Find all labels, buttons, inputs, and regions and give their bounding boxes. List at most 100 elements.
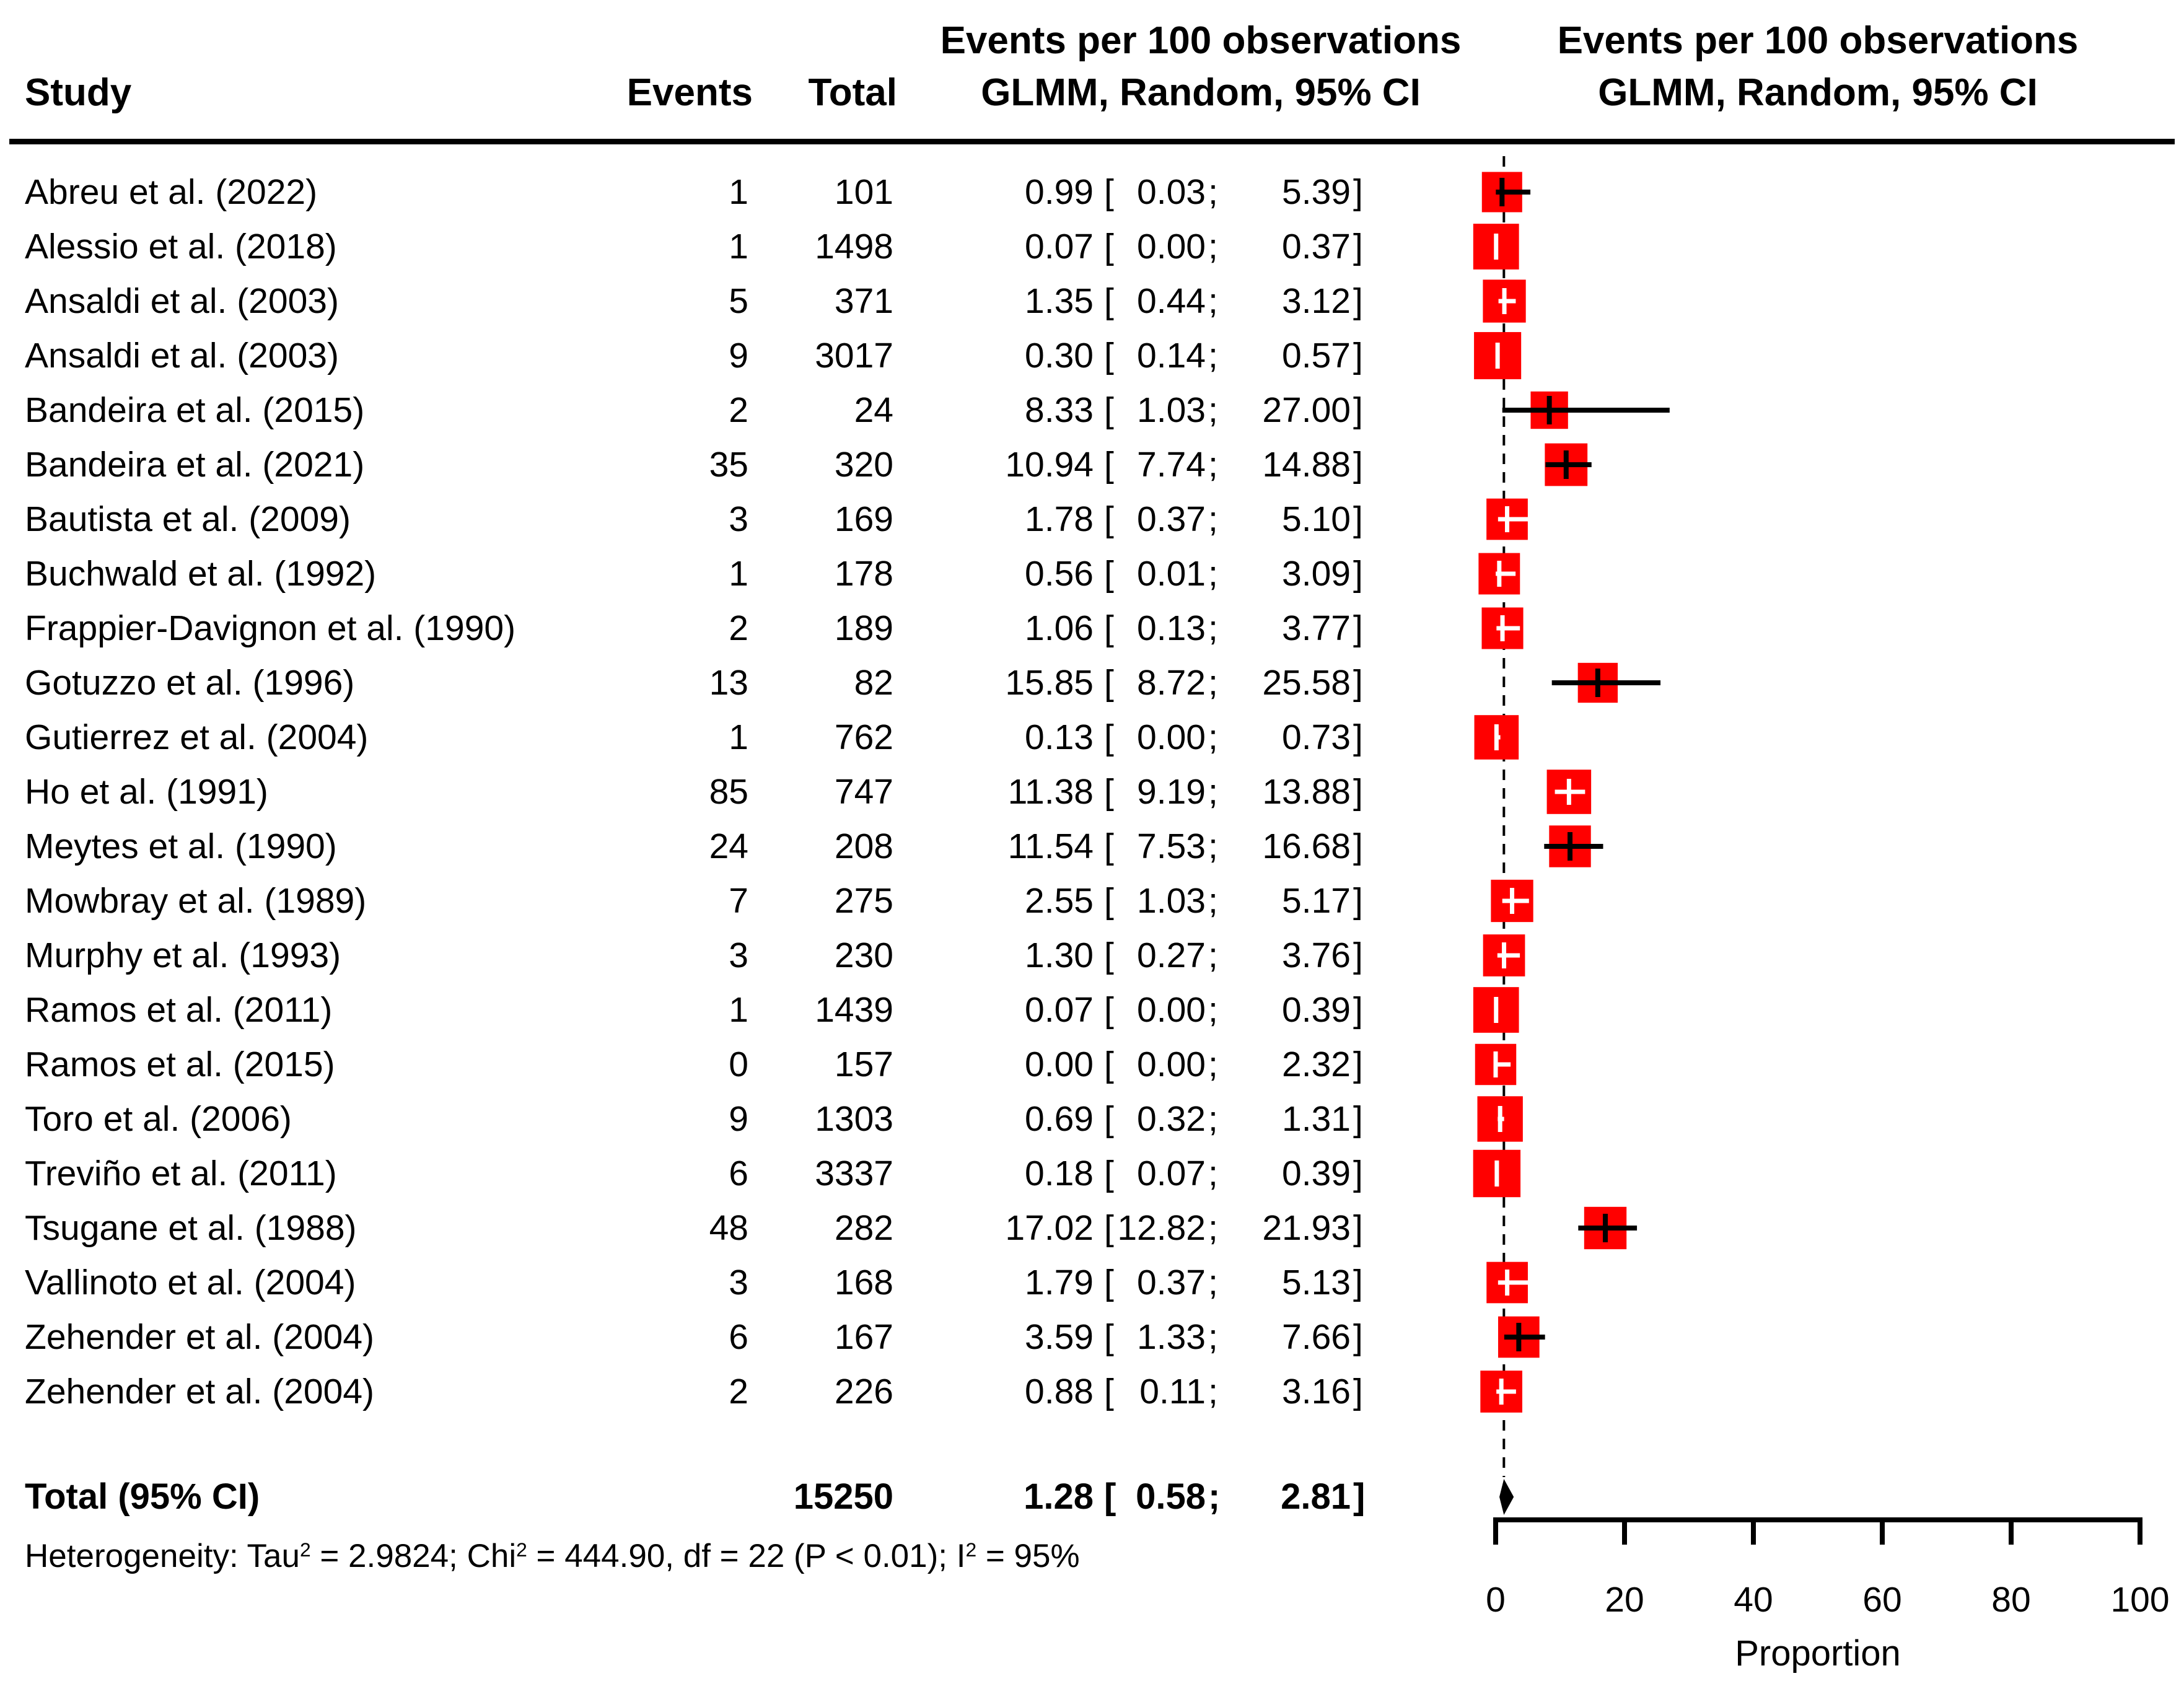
ci-lower: 0.44 — [1137, 281, 1206, 321]
events-value: 13 — [709, 663, 748, 703]
ci-estimate: 0.07 — [1025, 990, 1094, 1030]
events-value: 0 — [729, 1045, 748, 1084]
ci-bracket-open: [ — [1104, 608, 1114, 648]
ci-separator: ; — [1208, 390, 1218, 430]
total-value: 24 — [854, 390, 893, 430]
ci-estimate: 0.00 — [1025, 1045, 1094, 1084]
ci-separator: ; — [1208, 827, 1218, 866]
superscript: 2 — [516, 1538, 527, 1561]
total-value: 320 — [834, 445, 893, 485]
superscript: 2 — [299, 1538, 311, 1561]
study-label: Bautista et al. (2009) — [25, 499, 351, 539]
total-value: 282 — [834, 1208, 893, 1248]
ci-upper: 0.37 — [1282, 227, 1351, 266]
events-value: 5 — [729, 281, 748, 321]
study-label: Bandeira et al. (2021) — [25, 445, 365, 485]
ci-lower: 12.82 — [1117, 1208, 1206, 1248]
ci-separator: ; — [1208, 772, 1218, 812]
ci-upper: 2.32 — [1282, 1045, 1351, 1084]
ci-bracket-close: ] — [1353, 281, 1363, 321]
ci-estimate: 1.30 — [1025, 936, 1094, 975]
x-axis-tick-label: 60 — [1862, 1580, 1901, 1620]
total-value: 226 — [834, 1372, 893, 1411]
ci-separator: ; — [1208, 499, 1218, 539]
ci-lower: 0.01 — [1137, 554, 1206, 594]
ci-lower: 0.07 — [1137, 1154, 1206, 1193]
ci-bracket-close: ] — [1353, 1317, 1363, 1357]
ci-bracket-close: ] — [1353, 1208, 1363, 1248]
ci-upper: 27.00 — [1262, 390, 1351, 430]
ci-separator: ; — [1208, 936, 1218, 975]
column-header-effect-line2: GLMM, Random, 95% CI — [981, 71, 1421, 114]
study-label: Gutierrez et al. (2004) — [25, 717, 369, 757]
total-value: 168 — [834, 1263, 893, 1302]
ci-upper: 0.39 — [1282, 1154, 1351, 1193]
x-axis-tick-label: 0 — [1486, 1580, 1506, 1620]
ci-separator: ; — [1208, 336, 1218, 375]
study-label: Zehender et al. (2004) — [25, 1372, 375, 1411]
events-value: 35 — [709, 445, 748, 485]
ci-estimate: 0.30 — [1025, 336, 1094, 375]
ci-separator: ; — [1208, 1208, 1218, 1248]
total-value: 189 — [834, 608, 893, 648]
ci-estimate: 15.85 — [1005, 663, 1094, 703]
events-value: 3 — [729, 936, 748, 975]
ci-bracket-open: [ — [1104, 281, 1114, 321]
ci-separator: ; — [1208, 1045, 1218, 1084]
total-value: 371 — [834, 281, 893, 321]
ci-bracket-close: ] — [1353, 608, 1363, 648]
events-value: 2 — [729, 390, 748, 430]
ci-lower: 7.53 — [1137, 827, 1206, 866]
ci-bracket-open: [ — [1104, 227, 1114, 266]
ci-upper: 5.17 — [1282, 881, 1351, 921]
x-axis-tick-label: 20 — [1605, 1580, 1644, 1620]
column-header-effect-line1: Events per 100 observations — [940, 19, 1462, 62]
ci-estimate: 0.88 — [1025, 1372, 1094, 1411]
x-axis-tick-label: 40 — [1734, 1580, 1773, 1620]
total-value: 230 — [834, 936, 893, 975]
ci-estimate: 2.55 — [1025, 881, 1094, 921]
ci-lower: 9.19 — [1137, 772, 1206, 812]
ci-bracket-close: ] — [1353, 827, 1363, 866]
ci-bracket-open: [ — [1104, 499, 1114, 539]
total-ci-bracket-close: ] — [1353, 1476, 1366, 1517]
ci-upper: 5.13 — [1282, 1263, 1351, 1302]
study-label: Mowbray et al. (1989) — [25, 881, 367, 921]
ci-bracket-close: ] — [1353, 227, 1363, 266]
ci-estimate: 0.13 — [1025, 717, 1094, 757]
ci-upper: 0.39 — [1282, 990, 1351, 1030]
ci-separator: ; — [1208, 554, 1218, 594]
ci-estimate: 3.59 — [1025, 1317, 1094, 1357]
ci-upper: 16.68 — [1262, 827, 1351, 866]
study-label: Frappier-Davignon et al. (1990) — [25, 608, 516, 648]
ci-separator: ; — [1208, 717, 1218, 757]
total-value: 1498 — [815, 227, 893, 266]
ci-bracket-open: [ — [1104, 881, 1114, 921]
study-label: Abreu et al. (2022) — [25, 172, 318, 212]
ci-upper: 14.88 — [1262, 445, 1351, 485]
ci-lower: 8.72 — [1137, 663, 1206, 703]
ci-upper: 13.88 — [1262, 772, 1351, 812]
total-ci-bracket-open: [ — [1104, 1476, 1116, 1517]
column-header-events: Events — [626, 71, 753, 114]
ci-bracket-close: ] — [1353, 499, 1363, 539]
ci-bracket-close: ] — [1353, 936, 1363, 975]
ci-bracket-open: [ — [1104, 554, 1114, 594]
ci-estimate: 1.79 — [1025, 1263, 1094, 1302]
total-row-label: Total (95% CI) — [25, 1476, 260, 1517]
ci-lower: 0.14 — [1137, 336, 1206, 375]
ci-bracket-close: ] — [1353, 1045, 1363, 1084]
ci-separator: ; — [1208, 445, 1218, 485]
ci-separator: ; — [1208, 1263, 1218, 1302]
ci-estimate: 1.78 — [1025, 499, 1094, 539]
total-row-total: 15250 — [793, 1476, 893, 1517]
study-label: Ansaldi et al. (2003) — [25, 281, 339, 321]
ci-lower: 0.00 — [1137, 1045, 1206, 1084]
ci-separator: ; — [1208, 881, 1218, 921]
column-header-study: Study — [25, 71, 132, 114]
events-value: 1 — [729, 717, 748, 757]
ci-upper: 5.10 — [1282, 499, 1351, 539]
ci-separator: ; — [1208, 1154, 1218, 1193]
heterogeneity-segment: = 444.90, df = 22 (P < 0.01); I — [527, 1538, 966, 1574]
ci-lower: 0.00 — [1137, 227, 1206, 266]
